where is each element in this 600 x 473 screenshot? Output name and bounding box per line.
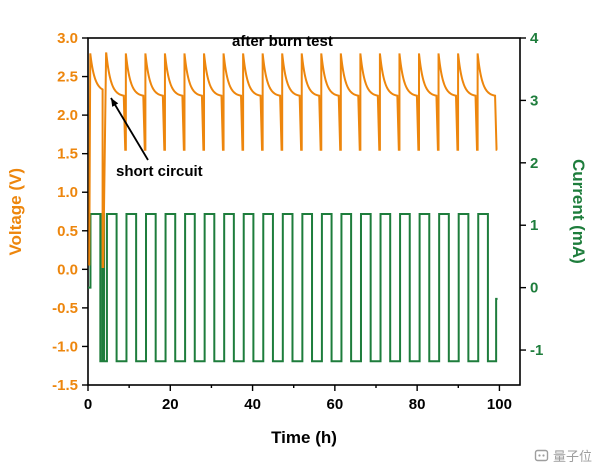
watermark-text: 量子位 <box>552 449 592 464</box>
y-axis-label-voltage-text: Voltage (V) <box>6 167 25 256</box>
qbitai-logo-icon <box>534 449 549 462</box>
y-axis-label-current: Current (mA) <box>568 38 588 385</box>
y-axis-label-voltage: Voltage (V) <box>6 38 26 385</box>
x-axis-label: Time (h) <box>271 428 337 447</box>
annotation-after-burn-test: after burn test <box>232 33 333 50</box>
y-axis-label-current-text: Current (mA) <box>569 159 588 264</box>
annotation-short-circuit: short circuit <box>116 163 203 180</box>
watermark: 量子位 <box>534 446 592 465</box>
